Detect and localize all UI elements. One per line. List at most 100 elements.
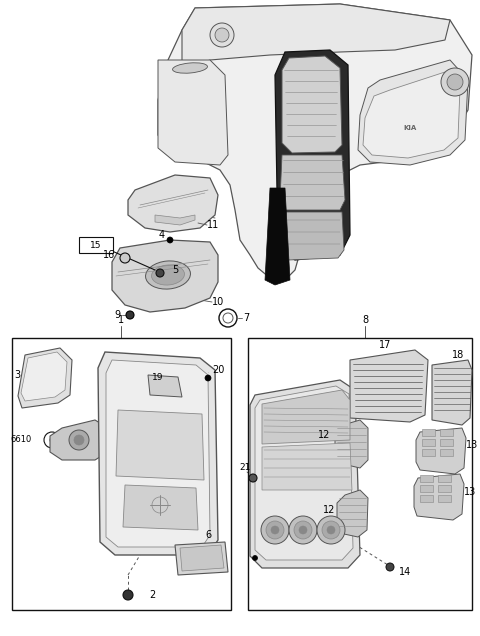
Bar — [420, 495, 433, 502]
Circle shape — [289, 516, 317, 544]
Circle shape — [386, 563, 394, 571]
Polygon shape — [158, 4, 472, 280]
Circle shape — [215, 28, 229, 42]
Text: 1: 1 — [118, 315, 124, 325]
Bar — [422, 429, 435, 436]
Polygon shape — [280, 155, 345, 210]
Circle shape — [44, 432, 60, 448]
FancyBboxPatch shape — [79, 237, 113, 253]
Circle shape — [252, 555, 257, 560]
Text: 4: 4 — [159, 230, 165, 240]
Polygon shape — [282, 212, 344, 260]
Polygon shape — [262, 390, 350, 444]
Circle shape — [299, 526, 307, 534]
Text: 15: 15 — [90, 240, 102, 249]
Bar — [420, 475, 433, 482]
Bar — [440, 449, 453, 456]
Text: 11: 11 — [207, 220, 219, 230]
Circle shape — [124, 591, 132, 598]
Bar — [440, 429, 453, 436]
Circle shape — [322, 521, 340, 539]
Polygon shape — [155, 215, 195, 225]
Polygon shape — [175, 542, 228, 575]
Circle shape — [210, 23, 234, 47]
Circle shape — [271, 526, 279, 534]
Bar — [438, 475, 451, 482]
Text: 20: 20 — [212, 365, 224, 375]
Polygon shape — [250, 380, 360, 568]
Polygon shape — [265, 188, 290, 285]
Bar — [440, 439, 453, 446]
Circle shape — [123, 590, 133, 600]
Circle shape — [128, 312, 132, 317]
Polygon shape — [182, 4, 450, 70]
Bar — [422, 449, 435, 456]
Polygon shape — [98, 352, 218, 555]
Polygon shape — [416, 428, 466, 474]
Circle shape — [387, 564, 393, 570]
Polygon shape — [180, 545, 224, 571]
Polygon shape — [363, 72, 460, 158]
Polygon shape — [50, 420, 108, 460]
Circle shape — [50, 435, 60, 445]
Text: 7: 7 — [243, 313, 249, 323]
Ellipse shape — [152, 265, 184, 285]
Polygon shape — [432, 360, 472, 425]
Circle shape — [317, 516, 345, 544]
Ellipse shape — [145, 261, 191, 289]
Text: 16: 16 — [103, 250, 115, 260]
Circle shape — [219, 309, 237, 327]
Text: 8: 8 — [362, 315, 368, 325]
Circle shape — [441, 68, 469, 96]
Circle shape — [156, 269, 164, 277]
Bar — [420, 485, 433, 492]
Text: 14: 14 — [399, 567, 411, 577]
Text: 13: 13 — [464, 487, 476, 497]
Polygon shape — [337, 490, 368, 537]
Polygon shape — [350, 350, 428, 422]
Circle shape — [327, 526, 335, 534]
Polygon shape — [18, 348, 72, 408]
Circle shape — [120, 253, 130, 263]
Text: KIA: KIA — [403, 125, 417, 131]
Polygon shape — [255, 386, 353, 560]
Text: 19: 19 — [152, 373, 164, 382]
Polygon shape — [158, 60, 228, 165]
Polygon shape — [275, 50, 350, 260]
Circle shape — [126, 311, 134, 319]
Text: 6610: 6610 — [11, 436, 32, 445]
Circle shape — [266, 521, 284, 539]
Circle shape — [205, 375, 211, 381]
Polygon shape — [123, 485, 198, 530]
Polygon shape — [414, 474, 464, 520]
Circle shape — [447, 74, 463, 90]
Text: 12: 12 — [318, 430, 330, 440]
Text: 18: 18 — [452, 350, 464, 360]
Polygon shape — [112, 240, 218, 312]
Text: 3: 3 — [14, 370, 20, 380]
Polygon shape — [282, 56, 342, 153]
Text: 2: 2 — [149, 590, 155, 600]
Bar — [422, 439, 435, 446]
Polygon shape — [148, 375, 182, 397]
Circle shape — [261, 516, 289, 544]
Polygon shape — [335, 420, 368, 468]
Circle shape — [69, 430, 89, 450]
Text: 12: 12 — [323, 505, 335, 515]
Circle shape — [74, 435, 84, 445]
Ellipse shape — [173, 63, 207, 73]
Circle shape — [223, 313, 233, 323]
Text: 9: 9 — [114, 310, 120, 320]
Polygon shape — [358, 60, 468, 165]
Polygon shape — [106, 360, 210, 547]
Polygon shape — [116, 410, 204, 480]
Polygon shape — [262, 443, 352, 490]
Polygon shape — [128, 175, 218, 232]
Text: 5: 5 — [172, 265, 178, 275]
Text: 6: 6 — [205, 530, 211, 540]
Text: 10: 10 — [212, 297, 224, 307]
Text: 13: 13 — [466, 440, 478, 450]
Text: 17: 17 — [379, 340, 391, 350]
Bar — [438, 485, 451, 492]
Polygon shape — [21, 352, 67, 401]
